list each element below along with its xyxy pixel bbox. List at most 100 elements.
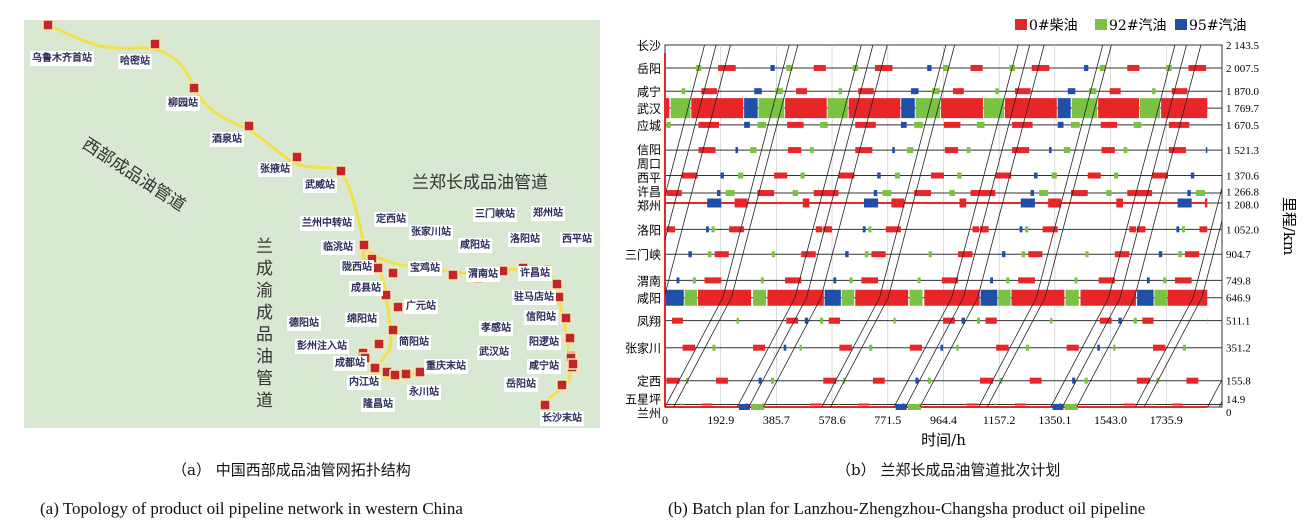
batch-bar bbox=[725, 190, 735, 197]
batch-bar bbox=[1114, 172, 1119, 179]
major-batch-bar bbox=[848, 98, 901, 119]
station-marker-icon bbox=[447, 269, 459, 281]
batch-bar bbox=[1118, 317, 1122, 324]
batch-bar bbox=[871, 251, 886, 258]
batch-bar bbox=[1098, 277, 1115, 284]
batch-bar bbox=[928, 251, 932, 258]
batch-bar bbox=[809, 147, 814, 154]
batch-bar bbox=[815, 226, 823, 233]
batch-bar bbox=[1050, 317, 1053, 324]
batch-bar bbox=[892, 147, 895, 154]
batch-bar bbox=[1116, 198, 1123, 208]
batch-bar bbox=[729, 226, 745, 233]
batch-bar bbox=[1205, 147, 1208, 154]
batch-bar bbox=[800, 172, 805, 179]
batch-bar bbox=[754, 88, 762, 95]
station-marker-icon bbox=[373, 338, 385, 350]
station-marker-icon bbox=[149, 38, 161, 50]
batch-bar bbox=[783, 344, 787, 351]
station-name-label: 渭南 bbox=[637, 273, 661, 288]
major-batch-bar bbox=[827, 98, 848, 119]
batch-bar bbox=[796, 88, 808, 95]
major-batch-bar bbox=[1098, 98, 1140, 119]
batch-bar bbox=[1066, 344, 1079, 351]
batch-bar bbox=[980, 190, 996, 197]
batch-bar bbox=[1163, 277, 1167, 284]
km-tick-label: 1 208.0 bbox=[1226, 200, 1260, 212]
batch-bar bbox=[802, 198, 810, 208]
major-batch-bar bbox=[1139, 98, 1161, 119]
batch-plan-chart: 0 192.9 385.7 578.6 771.5 964.4 1157.2 1350.1 15… bbox=[625, 18, 1298, 449]
major-batch-bar bbox=[1137, 289, 1154, 306]
major-batch-bar bbox=[665, 98, 670, 119]
batch-bar bbox=[666, 190, 682, 197]
km-tick-label: 1 521.3 bbox=[1226, 145, 1260, 157]
km-tick-label: 14.9 bbox=[1226, 394, 1246, 406]
batch-bar bbox=[949, 190, 955, 197]
station-marker-icon bbox=[539, 399, 551, 411]
batch-bar bbox=[839, 344, 852, 351]
batch-bar bbox=[1029, 377, 1042, 384]
major-batch-bar bbox=[684, 289, 698, 306]
batch-bar bbox=[1136, 226, 1146, 233]
batch-bar bbox=[786, 317, 799, 324]
station-label: 永川站 bbox=[407, 385, 441, 400]
batch-bar bbox=[701, 403, 713, 406]
pipeline-network-map: 西部成品油管道 兰郑长成品油管道 兰成渝成品油管道 乌鲁木齐首站 哈密站 柳园站 酒泉… bbox=[24, 20, 600, 428]
batch-bar bbox=[1100, 121, 1118, 128]
station-label: 孝感站 bbox=[479, 321, 513, 336]
km-tick-label: 1 370.6 bbox=[1226, 171, 1260, 183]
batch-bar bbox=[1039, 190, 1049, 197]
batch-bar bbox=[692, 277, 696, 284]
x-tick-label: 1157.2 bbox=[983, 413, 1016, 427]
major-batch-bar bbox=[670, 98, 691, 119]
station-marker-icon bbox=[387, 267, 399, 279]
lcy-pipeline-title: 兰成渝成品油管道 bbox=[256, 237, 273, 411]
km-tick-label: 1 052.0 bbox=[1226, 224, 1260, 236]
batch-bar bbox=[1021, 251, 1026, 258]
batch-bar bbox=[1099, 64, 1106, 71]
batch-bar bbox=[833, 277, 837, 284]
batch-bar bbox=[813, 64, 826, 71]
batch-interface-line bbox=[665, 45, 717, 242]
caption-b-en: (b) Batch plan for Lanzhou-Zhengzhou-Cha… bbox=[668, 499, 1146, 518]
major-batch-bar bbox=[697, 289, 752, 306]
batch-bar bbox=[698, 121, 719, 128]
caption-a-cn: （a） 中国西部成品油管网拓扑结构 bbox=[172, 461, 411, 479]
batch-bar bbox=[1168, 147, 1186, 154]
km-tick-label: 0 bbox=[1226, 407, 1232, 419]
station-name-label: 岳阳 bbox=[637, 62, 661, 76]
x-tick-label: 964.4 bbox=[930, 413, 957, 427]
batch-bar bbox=[734, 198, 748, 208]
station-marker-icon bbox=[567, 358, 579, 370]
batch-bar bbox=[1072, 377, 1076, 384]
station-marker-icon bbox=[389, 369, 401, 381]
station-marker-icon bbox=[335, 165, 347, 177]
batch-interface-line bbox=[1050, 45, 1176, 407]
x-tick-label: 578.6 bbox=[819, 413, 846, 427]
batch-bar bbox=[1006, 277, 1010, 284]
batch-bar bbox=[894, 172, 901, 179]
batch-bar bbox=[943, 317, 955, 324]
batch-bar bbox=[801, 251, 816, 258]
batch-bar bbox=[891, 198, 905, 208]
batch-bar bbox=[770, 64, 775, 71]
batch-bar bbox=[980, 226, 989, 233]
batch-bar bbox=[994, 403, 997, 406]
batch-bar bbox=[864, 251, 869, 258]
batch-bar bbox=[1084, 377, 1088, 384]
batch-bar bbox=[1171, 88, 1188, 95]
station-label: 广元站 bbox=[404, 299, 438, 314]
station-label: 宝鸡站 bbox=[408, 261, 442, 276]
batch-bar bbox=[980, 121, 985, 128]
batch-bar bbox=[1001, 251, 1006, 258]
station-name-label: 郑州 bbox=[637, 198, 661, 213]
major-batch-bar bbox=[941, 98, 983, 119]
batch-bar bbox=[858, 88, 874, 95]
legend-swatch-g bbox=[1095, 19, 1107, 30]
batch-bar bbox=[738, 404, 750, 410]
batch-bar bbox=[760, 277, 764, 284]
station-name-label: 张家川 bbox=[625, 341, 661, 356]
batch-bar bbox=[941, 277, 959, 284]
x-tick-label: 1350.1 bbox=[1038, 413, 1071, 427]
